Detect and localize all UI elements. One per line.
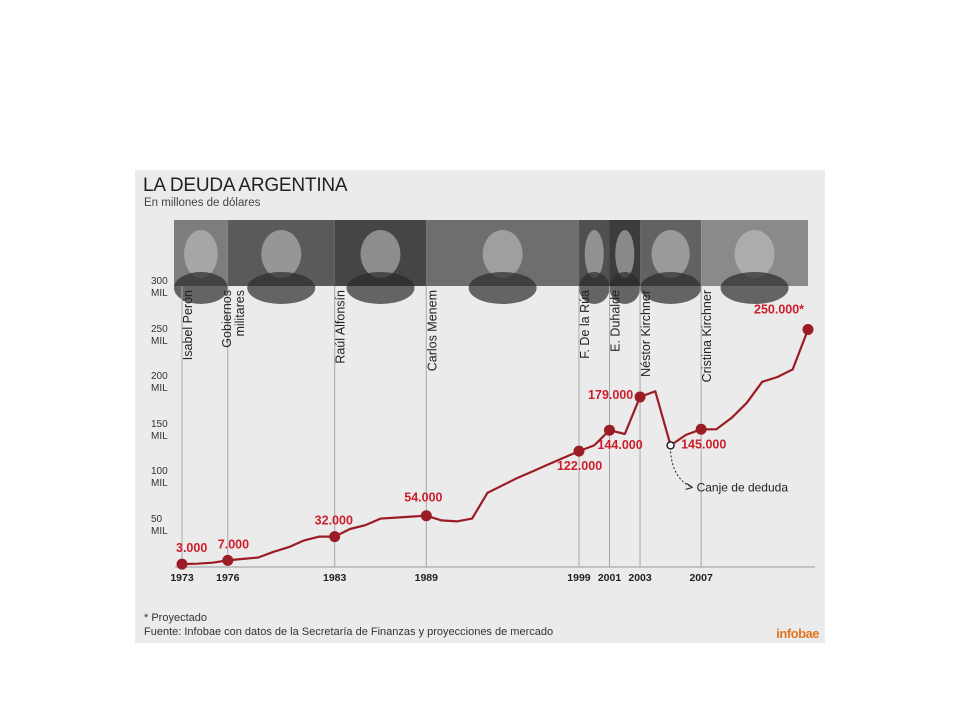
x-tick-label: 2007 bbox=[689, 572, 713, 584]
period-label-line: Raúl Alfonsín bbox=[334, 290, 348, 364]
y-tick-label: 200 MIL bbox=[151, 371, 168, 394]
infobae-logo: infobae bbox=[776, 626, 819, 641]
portrait-shoulders bbox=[640, 272, 702, 304]
period-label-line: Cristina Kirchner bbox=[700, 290, 714, 382]
debt-line-chart: Isabel Perón Gobiernosmilitares Raúl Alfon… bbox=[170, 220, 815, 584]
data-point bbox=[604, 424, 616, 436]
portrait-face bbox=[615, 230, 635, 278]
x-tick-label: 1983 bbox=[323, 572, 347, 584]
annotation-arrow bbox=[670, 451, 693, 488]
period-label: Raúl Alfonsín bbox=[334, 290, 348, 364]
data-point bbox=[573, 445, 585, 457]
period-label: Isabel Perón bbox=[181, 290, 195, 360]
data-label: 250.000* bbox=[754, 303, 804, 317]
portrait-band bbox=[174, 220, 808, 304]
data-point bbox=[329, 531, 341, 543]
portrait-shoulders bbox=[609, 272, 641, 304]
data-label: 32.000 bbox=[315, 514, 353, 528]
portrait-shoulders bbox=[346, 272, 415, 304]
period-label: Carlos Menem bbox=[425, 290, 439, 371]
portrait-face bbox=[482, 230, 523, 278]
data-point bbox=[176, 558, 188, 570]
portrait-face bbox=[584, 230, 604, 278]
x-tick-label: 1976 bbox=[216, 572, 240, 584]
period-label-line: Gobiernos bbox=[220, 290, 234, 348]
x-tick-label: 1999 bbox=[567, 572, 591, 584]
portrait-shoulders bbox=[174, 272, 228, 304]
x-tick-label: 2001 bbox=[598, 572, 622, 584]
portrait-shoulders bbox=[578, 272, 610, 304]
footer-projected-note: * Proyectado bbox=[144, 612, 207, 624]
annotation-point bbox=[666, 441, 675, 450]
annotation-label: Canje de deduda bbox=[697, 480, 789, 494]
portrait-shoulders bbox=[468, 272, 537, 304]
data-label: 122.000 bbox=[557, 459, 602, 473]
y-tick-label: 50 MIL bbox=[151, 513, 168, 537]
data-point bbox=[420, 510, 432, 522]
footer-source: Fuente: Infobae con datos de la Secretar… bbox=[144, 626, 554, 638]
period-label: Gobiernosmilitares bbox=[220, 290, 247, 348]
portrait-face bbox=[184, 230, 218, 278]
data-point bbox=[634, 391, 646, 403]
data-label: 145.000 bbox=[681, 437, 726, 451]
portrait-shoulders bbox=[720, 272, 789, 304]
y-tick-label: 100 MIL bbox=[151, 466, 168, 489]
data-label: 3.000 bbox=[176, 541, 207, 555]
data-label: 144.000 bbox=[598, 438, 643, 452]
y-tick-label: 150 MIL bbox=[151, 418, 168, 442]
annotation-arrowhead bbox=[685, 482, 693, 490]
portrait-face bbox=[360, 230, 401, 278]
period-label-line: Carlos Menem bbox=[425, 290, 439, 371]
y-tick-label: 300 MIL bbox=[151, 276, 168, 299]
x-tick-label: 1989 bbox=[415, 572, 439, 584]
data-point bbox=[802, 324, 814, 335]
data-label: 54.000 bbox=[404, 491, 442, 505]
period-label: Cristina Kirchner bbox=[700, 290, 714, 382]
portrait-shoulders bbox=[247, 272, 316, 304]
period-label-line: militares bbox=[233, 290, 247, 337]
infographic-card: LA DEUDA ARGENTINA En millones de dólare… bbox=[135, 170, 825, 643]
chart-title: LA DEUDA ARGENTINA bbox=[143, 175, 348, 196]
x-tick-label: 1973 bbox=[170, 572, 194, 584]
period-label: F. De la Rúa bbox=[578, 290, 592, 359]
data-label: 179.000 bbox=[588, 388, 633, 402]
footer-notes: * Proyectado Fuente: Infobae con datos d… bbox=[144, 611, 553, 639]
period-label-line: E. Duhalde bbox=[609, 290, 623, 352]
data-point bbox=[695, 423, 707, 435]
period-label: Néstor Kirchner bbox=[639, 290, 653, 377]
portrait-face bbox=[261, 230, 302, 278]
chart-subtitle: En millones de dólares bbox=[144, 197, 261, 209]
period-label-line: F. De la Rúa bbox=[578, 290, 592, 359]
y-tick-label: 250 MIL bbox=[151, 323, 168, 347]
portrait-face bbox=[651, 230, 690, 278]
period-label-line: Néstor Kirchner bbox=[639, 290, 653, 377]
period-label: E. Duhalde bbox=[609, 290, 623, 352]
data-label: 7.000 bbox=[218, 537, 249, 551]
x-tick-label: 2003 bbox=[628, 572, 652, 584]
portrait-face bbox=[734, 230, 775, 278]
data-point bbox=[222, 554, 234, 566]
period-label-line: Isabel Perón bbox=[181, 290, 195, 360]
